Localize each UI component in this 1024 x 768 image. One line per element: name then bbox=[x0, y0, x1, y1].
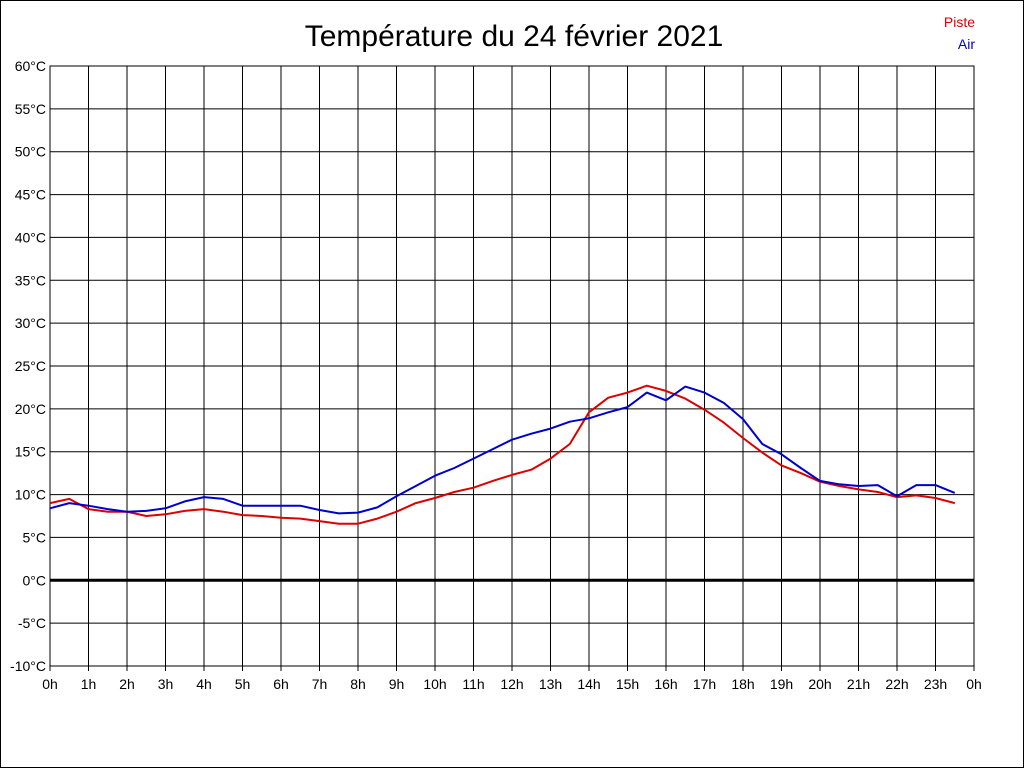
y-tick-label: 15°C bbox=[15, 444, 46, 460]
x-tick-label: 0h bbox=[966, 676, 982, 692]
y-tick-label: -10°C bbox=[10, 658, 46, 674]
y-tick-label: 60°C bbox=[15, 58, 46, 74]
x-tick-label: 1h bbox=[81, 676, 97, 692]
y-tick-label: 55°C bbox=[15, 101, 46, 117]
legend-entry-piste: Piste bbox=[944, 14, 975, 30]
y-tick-label: 45°C bbox=[15, 187, 46, 203]
y-tick-label: 50°C bbox=[15, 144, 46, 160]
legend: Piste Air bbox=[944, 14, 975, 52]
chart-title: Température du 24 février 2021 bbox=[305, 20, 724, 53]
legend-entry-air: Air bbox=[958, 36, 975, 52]
series-line-air bbox=[49, 385, 956, 515]
x-tick-label: 2h bbox=[119, 676, 135, 692]
x-tick-label: 9h bbox=[389, 676, 405, 692]
y-axis-ticks: 60°C 55°C 50°C 45°C 40°C 35°C 30°C 25°C 20°C 15°C… bbox=[10, 58, 46, 674]
x-tick-label: 6h bbox=[273, 676, 289, 692]
x-tick-label: 11h bbox=[462, 676, 484, 692]
x-tick-label: 13h bbox=[539, 676, 562, 692]
chart-grid bbox=[49, 65, 975, 671]
x-tick-label: 18h bbox=[731, 676, 754, 692]
series-line-piste bbox=[49, 384, 956, 525]
x-tick-label: 19h bbox=[770, 676, 793, 692]
x-tick-label: 21h bbox=[847, 676, 870, 692]
x-tick-label: 22h bbox=[885, 676, 908, 692]
series-layer bbox=[49, 384, 956, 525]
y-tick-label: 20°C bbox=[15, 401, 46, 417]
y-tick-label: 40°C bbox=[15, 229, 46, 245]
x-tick-label: 15h bbox=[616, 676, 639, 692]
y-tick-label: 0°C bbox=[23, 572, 47, 588]
x-tick-label: 20h bbox=[808, 676, 831, 692]
x-tick-label: 10h bbox=[423, 676, 446, 692]
x-tick-label: 7h bbox=[312, 676, 328, 692]
x-tick-label: 3h bbox=[158, 676, 174, 692]
y-tick-label: -5°C bbox=[18, 615, 46, 631]
x-tick-label: 16h bbox=[654, 676, 677, 692]
x-tick-label: 8h bbox=[350, 676, 366, 692]
y-tick-label: 30°C bbox=[15, 315, 46, 331]
x-tick-label: 5h bbox=[235, 676, 251, 692]
y-tick-label: 5°C bbox=[23, 529, 47, 545]
y-tick-label: 35°C bbox=[15, 272, 46, 288]
x-axis-ticks: 0h 1h 2h 3h 4h 5h 6h 7h 8h 9h 10h 11h 12h 13h 14h 15h 16… bbox=[42, 676, 982, 692]
x-tick-label: 17h bbox=[693, 676, 716, 692]
x-tick-label: 12h bbox=[500, 676, 523, 692]
x-tick-label: 23h bbox=[924, 676, 947, 692]
x-tick-label: 4h bbox=[196, 676, 212, 692]
x-tick-label: 14h bbox=[577, 676, 600, 692]
y-tick-label: 10°C bbox=[15, 487, 46, 503]
y-tick-label: 25°C bbox=[15, 358, 46, 374]
x-tick-label: 0h bbox=[42, 676, 58, 692]
